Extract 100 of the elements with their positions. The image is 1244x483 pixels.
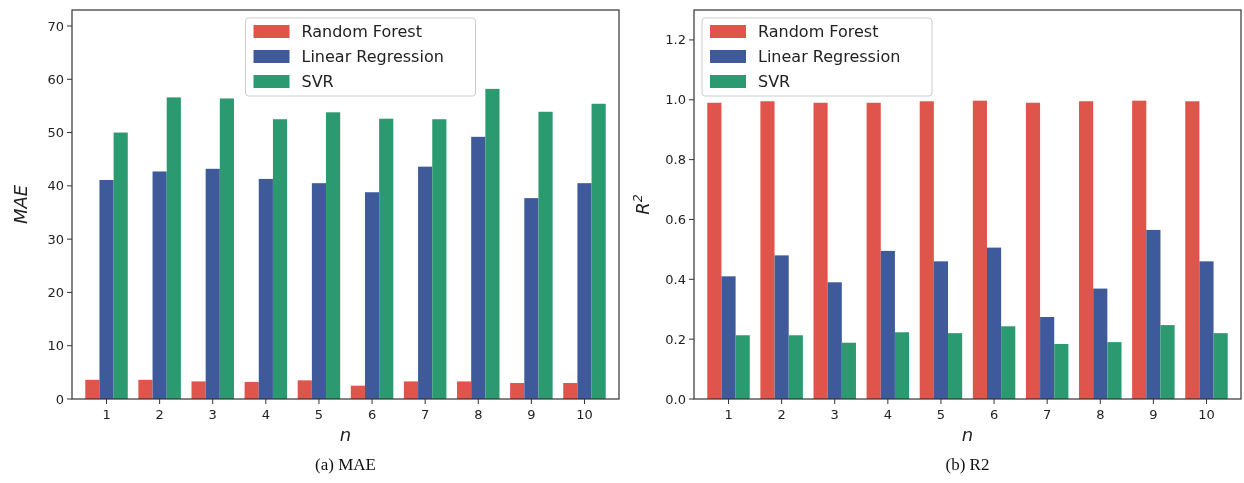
bar bbox=[880, 250, 895, 399]
x-tick-label: 8 bbox=[1096, 407, 1105, 422]
bar bbox=[841, 342, 856, 399]
y-tick-label: 70 bbox=[47, 18, 64, 34]
x-tick-label: 3 bbox=[830, 407, 839, 422]
bar bbox=[1001, 326, 1016, 399]
bar bbox=[403, 381, 419, 399]
x-axis-title: n bbox=[961, 424, 974, 445]
bar bbox=[760, 101, 775, 399]
bar bbox=[788, 335, 803, 399]
bar bbox=[894, 332, 910, 399]
x-tick-label: 2 bbox=[155, 407, 164, 422]
bar bbox=[1160, 325, 1175, 399]
bar bbox=[1107, 342, 1122, 399]
x-tick-label: 4 bbox=[883, 407, 892, 422]
y-tick-label: 0.0 bbox=[665, 391, 686, 407]
x-tick-label: 5 bbox=[314, 407, 324, 422]
x-tick-label: 3 bbox=[208, 407, 217, 422]
bar bbox=[311, 183, 327, 399]
bar bbox=[326, 112, 341, 399]
bar bbox=[272, 119, 288, 399]
x-tick-label: 4 bbox=[261, 407, 270, 422]
bar bbox=[152, 171, 167, 399]
bar bbox=[418, 166, 433, 399]
legend-label: SVR bbox=[758, 72, 791, 91]
bar bbox=[577, 183, 592, 399]
bar bbox=[485, 88, 500, 399]
x-tick-label: 7 bbox=[421, 407, 430, 422]
legend-label: Random Forest bbox=[758, 22, 879, 41]
y-tick-label: 20 bbox=[47, 284, 64, 300]
bar bbox=[563, 383, 578, 399]
bar bbox=[99, 179, 114, 399]
x-tick-label: 10 bbox=[1198, 407, 1215, 422]
bar bbox=[813, 102, 828, 399]
bar bbox=[166, 97, 181, 399]
x-axis-title: n bbox=[339, 424, 352, 445]
x-tick-label: 5 bbox=[936, 407, 946, 422]
y-tick-label: 10 bbox=[47, 338, 64, 354]
bar bbox=[866, 102, 881, 399]
x-tick-label: 2 bbox=[777, 407, 786, 422]
y-tick-label: 40 bbox=[47, 178, 64, 194]
y-tick-label: 50 bbox=[47, 125, 64, 141]
bar bbox=[707, 102, 722, 399]
bar bbox=[191, 381, 206, 399]
y-tick-label: 30 bbox=[47, 231, 64, 247]
bar bbox=[1185, 101, 1200, 399]
bar bbox=[948, 333, 963, 399]
text: (b) R2 bbox=[945, 455, 990, 474]
y-tick-label: 1.0 bbox=[665, 92, 686, 108]
y-tick-label: 0.2 bbox=[665, 331, 686, 347]
bar bbox=[986, 247, 1002, 399]
bar bbox=[379, 118, 394, 399]
x-tick-label: 1 bbox=[102, 407, 111, 422]
x-tick-label: 9 bbox=[1149, 407, 1158, 422]
bar bbox=[1146, 229, 1161, 399]
bar bbox=[471, 136, 486, 399]
bar bbox=[364, 192, 380, 399]
bar bbox=[1054, 343, 1069, 399]
y-tick-label: 1.2 bbox=[665, 32, 686, 48]
bar bbox=[1025, 102, 1041, 399]
bar bbox=[1199, 261, 1214, 399]
legend-label: Random Forest bbox=[301, 22, 422, 41]
y-tick-label: 0.6 bbox=[665, 212, 686, 228]
bar bbox=[972, 100, 987, 399]
bar bbox=[1093, 288, 1108, 399]
x-tick-label: 8 bbox=[474, 407, 483, 422]
x-tick-label: 6 bbox=[367, 407, 377, 422]
bar bbox=[297, 380, 312, 399]
x-tick-label: 1 bbox=[724, 407, 733, 422]
bar bbox=[85, 379, 100, 399]
bar bbox=[735, 335, 750, 399]
bar bbox=[258, 178, 273, 399]
bar bbox=[138, 379, 153, 399]
bar bbox=[113, 132, 128, 399]
bar bbox=[244, 381, 259, 399]
bar bbox=[1040, 317, 1055, 399]
y-tick-label: 60 bbox=[47, 71, 64, 87]
x-tick-label: 7 bbox=[1043, 407, 1052, 422]
bar bbox=[510, 383, 525, 399]
x-tick-label: 9 bbox=[527, 407, 536, 422]
bar bbox=[219, 98, 234, 399]
bar bbox=[524, 198, 539, 399]
x-tick-label: 10 bbox=[576, 407, 593, 422]
bar bbox=[205, 168, 220, 399]
bar bbox=[538, 111, 553, 399]
y-tick-label: 0.8 bbox=[665, 152, 686, 168]
bar bbox=[457, 381, 472, 399]
legend-label: Linear Regression bbox=[301, 47, 444, 66]
bar bbox=[933, 261, 949, 399]
text: (a) MAE bbox=[315, 455, 376, 474]
bar bbox=[721, 276, 736, 399]
bar bbox=[1079, 101, 1094, 399]
bar bbox=[1132, 100, 1147, 399]
bar bbox=[919, 101, 934, 399]
y-tick-label: 0 bbox=[55, 391, 64, 407]
legend-label: SVR bbox=[301, 72, 334, 91]
bar bbox=[591, 103, 606, 399]
legend-label: Linear Regression bbox=[758, 47, 901, 66]
bar bbox=[1213, 333, 1228, 399]
x-tick-label: 6 bbox=[989, 407, 999, 422]
